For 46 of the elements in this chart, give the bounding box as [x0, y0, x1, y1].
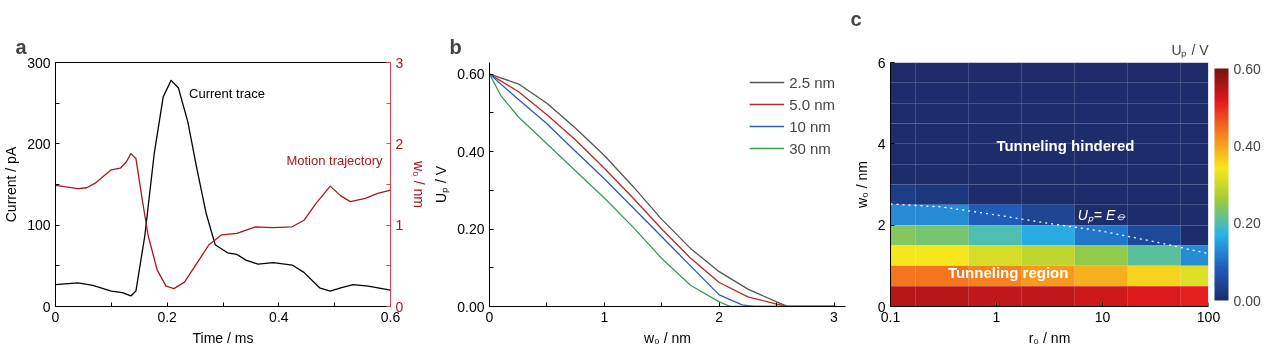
chart-title: a — [15, 35, 28, 58]
x-axis-title: Time / ms — [192, 329, 254, 346]
y2-axis-title: w₀ / nm — [411, 159, 428, 209]
y-tick-label: 0.40 — [457, 143, 485, 160]
y2-tick-label: 2 — [395, 135, 404, 152]
y-tick-label: 0.20 — [457, 221, 485, 238]
legend-label: 2.5 nm — [789, 73, 835, 91]
annotation: Tunneling region — [947, 263, 1069, 281]
x-tick-label: 1 — [992, 308, 1001, 325]
x-tick-label: 1 — [600, 308, 609, 325]
x-tick-label: 10 — [1094, 308, 1111, 325]
legend-label: 10 nm — [789, 117, 831, 135]
line-series — [55, 152, 391, 290]
annotation: Tunneling hindered — [996, 136, 1135, 154]
legend-label: 5.0 nm — [789, 95, 835, 113]
x-tick-label: 100 — [1196, 308, 1221, 325]
y-tick-label: 0.00 — [457, 298, 485, 315]
series-label: Motion trajectory — [286, 153, 383, 169]
chart-title: b — [449, 35, 462, 58]
y-axis-title: w₀ / nm — [853, 160, 870, 210]
chart-title: c — [850, 7, 862, 30]
color-bar-label: 0.20 — [1233, 215, 1261, 232]
y-tick-label: 4 — [877, 135, 886, 152]
color-bar-label: 0.60 — [1233, 60, 1261, 77]
color-bar-title: Uₚ / V — [1171, 41, 1210, 59]
y-tick-label: 2 — [877, 217, 886, 234]
y-tick-label: 300 — [27, 54, 51, 71]
y-axis-title: Current / pA — [3, 146, 20, 223]
legend-label: 30 nm — [789, 139, 831, 157]
color-bar-label: 0.00 — [1233, 292, 1261, 309]
y2-tick-label: 3 — [395, 54, 404, 71]
y2-tick-label: 1 — [395, 217, 404, 234]
x-tick-label: 0.2 — [157, 308, 178, 325]
x-tick-label: 3 — [830, 308, 839, 325]
annotation: Uₚ= E⦵ — [1077, 207, 1128, 225]
y-tick-label: 100 — [27, 217, 51, 234]
x-axis-title: w₀ / nm — [642, 329, 692, 346]
x-tick-label: 2 — [715, 308, 724, 325]
y-tick-label: 200 — [27, 135, 51, 152]
y-tick-label: 6 — [877, 54, 886, 71]
color-bar-label: 0.40 — [1233, 137, 1261, 154]
x-tick-label: 0.4 — [269, 308, 289, 325]
y-axis-title: Uₚ / V — [433, 165, 451, 204]
x-axis-title: r₀ / nm — [1028, 329, 1071, 346]
series-label: Current trace — [189, 86, 265, 102]
y-tick-label: 0.60 — [457, 66, 485, 83]
